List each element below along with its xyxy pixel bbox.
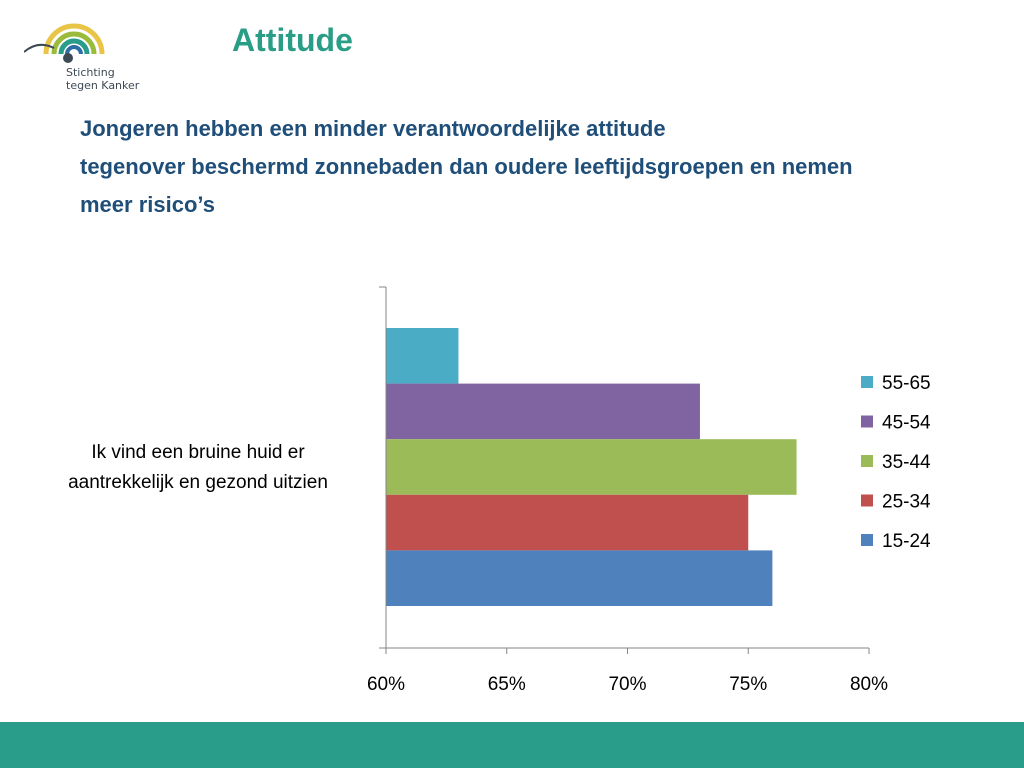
footer-band xyxy=(0,722,1024,768)
category-label-line-2: aantrekkelijk en gezond uitzien xyxy=(68,472,328,493)
legend-label-35-44: 35-44 xyxy=(882,452,931,473)
legend-label-25-34: 25-34 xyxy=(882,492,931,513)
subtitle-line-3: meer risico’s xyxy=(80,192,215,217)
logo-arc-blue xyxy=(65,45,83,55)
category-label: Ik vind een bruine huid er aantrekkelijk… xyxy=(30,438,366,498)
legend-label-55-65: 55-65 xyxy=(882,373,931,394)
bar-55-65 xyxy=(386,328,459,384)
category-label-line-1: Ik vind een bruine huid er xyxy=(91,442,305,463)
legend-swatch-15-24 xyxy=(861,534,873,546)
slide-subtitle: Jongeren hebben een minder verantwoordel… xyxy=(80,110,980,224)
bar-chart: 60% 65% 70% 75% 80% 55-65 45-54 35-44 25-34 15-24 xyxy=(367,286,931,695)
logo-arc-green xyxy=(51,31,97,55)
subtitle-line-2: tegenover beschermd zonnebaden dan ouder… xyxy=(80,154,853,179)
logo-arc-teal xyxy=(58,38,90,55)
subtitle-line-1: Jongeren hebben een minder verantwoordel… xyxy=(80,116,666,141)
bar-35-44 xyxy=(386,439,797,495)
stichting-tegen-kanker-logo xyxy=(24,23,105,63)
legend-label-15-24: 15-24 xyxy=(882,531,931,552)
logo-line-1: Stichting xyxy=(66,66,115,79)
x-tick-label: 65% xyxy=(488,674,526,695)
x-tick-label: 80% xyxy=(850,674,888,695)
logo-dot xyxy=(63,53,73,63)
bar-25-34 xyxy=(386,494,749,551)
x-tick-label: 60% xyxy=(367,674,405,695)
legend-swatch-35-44 xyxy=(861,455,873,467)
logo-wordmark: Stichting tegen Kanker xyxy=(66,66,139,92)
x-tick-label: 75% xyxy=(729,674,767,695)
bar-45-54 xyxy=(386,383,700,440)
bar-15-24 xyxy=(386,550,773,606)
logo-line-2: tegen Kanker xyxy=(66,79,140,92)
legend-label-45-54: 45-54 xyxy=(882,413,931,434)
legend-swatch-55-65 xyxy=(861,376,873,388)
logo-arc-yellow xyxy=(43,23,105,55)
x-tick-label: 70% xyxy=(608,674,646,695)
legend-swatch-25-34 xyxy=(861,494,873,507)
legend-swatch-45-54 xyxy=(861,415,873,428)
slide-title: Attitude xyxy=(232,22,353,58)
logo-swoosh xyxy=(24,43,55,53)
